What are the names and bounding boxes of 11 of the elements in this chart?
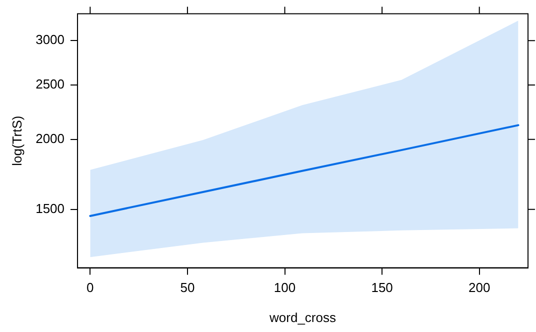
y-axis-title: log(TrtS) (9, 116, 24, 166)
y-tick-label: 1500 (36, 200, 65, 216)
x-tick-label: 200 (468, 280, 490, 296)
y-tick-label: 2000 (36, 130, 65, 146)
y-tick-label: 3000 (36, 32, 65, 48)
x-tick-label: 50 (180, 280, 195, 296)
y-tick-label: 2500 (36, 76, 65, 92)
x-axis-title: word_cross (268, 310, 336, 325)
x-tick-label: 0 (86, 280, 94, 296)
x-tick-label: 150 (371, 280, 393, 296)
x-tick-label: 100 (274, 280, 296, 296)
